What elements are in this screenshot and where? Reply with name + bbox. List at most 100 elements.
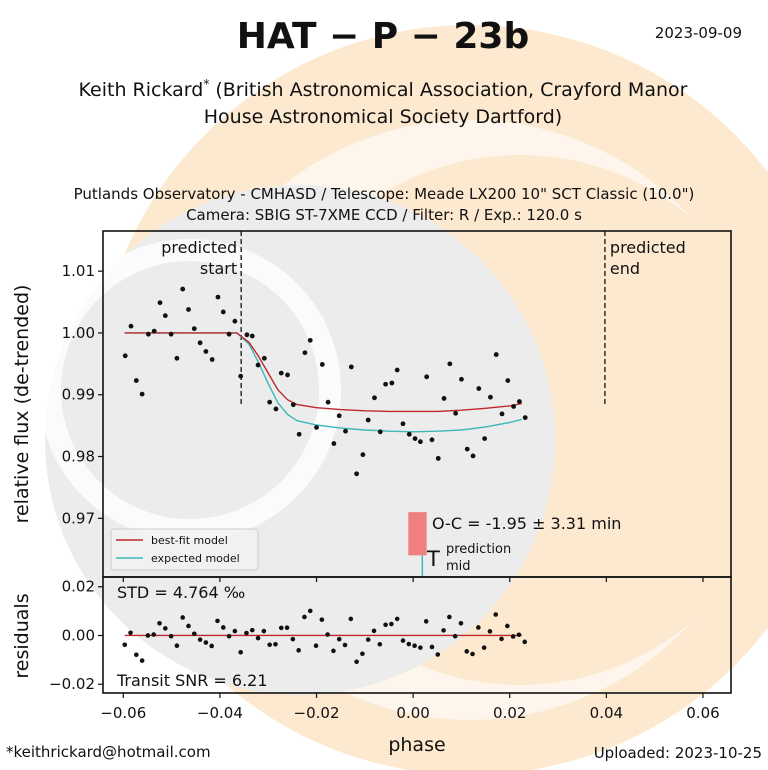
flux-data-point: [226, 331, 232, 337]
y-axis-label: relative flux (de-trended): [11, 285, 33, 524]
flux-data-point: [343, 428, 348, 434]
residual-data-point: [203, 640, 209, 645]
residual-data-point: [441, 628, 446, 633]
flux-data-point: [429, 437, 435, 443]
residual-data-point: [157, 621, 162, 626]
exoclock-watermark-logo: [39, 25, 768, 770]
residual-data-point: [412, 643, 417, 649]
flux-data-point: [122, 353, 128, 359]
flux-data-point: [133, 378, 139, 383]
residual-data-point: [447, 614, 452, 620]
flux-data-point: [394, 367, 400, 373]
residual-data-point: [481, 645, 487, 650]
tmid-label-t: T: [426, 547, 440, 571]
flux-data-point: [209, 357, 215, 362]
residual-data-point: [423, 619, 429, 624]
flux-data-point: [244, 332, 250, 338]
residual-data-point: [400, 638, 406, 643]
residual-data-point: [174, 643, 180, 649]
residual-data-point: [452, 633, 458, 639]
residual-data-point: [487, 629, 493, 634]
residual-data-point: [464, 649, 470, 654]
residual-data-point: [336, 636, 342, 642]
residual-data-point: [267, 642, 272, 648]
residual-data-point: [435, 652, 441, 657]
residual-data-point: [134, 652, 139, 658]
residual-data-point: [342, 642, 348, 648]
flux-data-point: [232, 318, 238, 324]
residual-data-point: [273, 641, 278, 647]
footer-uploaded: Uploaded: 2023-10-25: [594, 744, 762, 762]
x-tick-label: −0.04: [197, 704, 243, 722]
residual-data-point: [371, 628, 377, 634]
residual-data-point: [319, 617, 325, 622]
flux-data-point: [285, 372, 290, 378]
residual-data-point: [325, 632, 330, 637]
flux-data-point: [482, 436, 488, 441]
residual-data-point: [186, 623, 191, 629]
residual-data-point: [220, 625, 226, 630]
residual-data-point: [284, 625, 290, 630]
flux-data-point: [220, 309, 226, 315]
flux-data-point: [336, 413, 342, 419]
residual-data-point: [151, 632, 157, 637]
author-affiliation: (British Astronomical Association, Crayf…: [215, 79, 687, 101]
x-tick-label: −0.06: [100, 704, 146, 722]
residual-data-point: [510, 634, 516, 639]
residual-data-point: [128, 630, 133, 636]
residual-data-point: [139, 658, 145, 663]
y-tick-label: 0.97: [62, 509, 95, 527]
residual-y-axis-label: residuals: [11, 593, 33, 678]
flux-data-point: [267, 399, 273, 405]
predicted-start-label-1: predicted: [161, 238, 237, 257]
residual-data-point: [377, 641, 383, 647]
flux-data-point: [511, 404, 517, 409]
flux-data-point: [505, 378, 511, 383]
residual-data-point: [226, 633, 232, 639]
residual-data-point: [348, 616, 354, 622]
flux-data-point: [197, 340, 203, 346]
residual-data-point: [418, 645, 423, 650]
oc-uncertainty-box: [408, 512, 427, 556]
residual-data-point: [429, 644, 435, 650]
x-tick-label: 0.02: [493, 704, 526, 722]
flux-data-point: [365, 417, 371, 423]
residual-data-point: [122, 642, 128, 648]
flux-data-point: [162, 313, 168, 319]
residual-data-point: [238, 650, 243, 655]
flux-data-point: [372, 395, 377, 401]
flux-data-point: [441, 396, 447, 401]
residual-data-point: [163, 626, 168, 631]
flux-data-point: [191, 326, 197, 332]
flux-data-point: [331, 441, 337, 446]
flux-data-point: [354, 471, 360, 477]
snr-label: Transit SNR = 6.21: [116, 671, 268, 690]
flux-data-point: [424, 374, 430, 380]
residual-data-point: [394, 616, 400, 622]
flux-data-point: [290, 402, 296, 408]
residual-data-point: [406, 641, 412, 647]
flux-data-point: [517, 399, 522, 404]
residual-data-point: [180, 615, 186, 620]
flux-data-point: [325, 399, 331, 405]
residual-data-point: [244, 630, 249, 636]
y-tick-label: 0.99: [62, 386, 95, 404]
residual-data-point: [209, 643, 214, 649]
flux-data-point: [493, 352, 499, 357]
flux-data-point: [151, 328, 157, 334]
flux-data-point: [249, 333, 255, 339]
flux-data-point: [488, 394, 493, 400]
residual-data-point: [505, 623, 510, 629]
residual-data-point: [313, 643, 319, 649]
residual-data-point: [470, 651, 475, 657]
residual-data-point: [278, 625, 284, 631]
predicted-end-label-1: predicted: [610, 238, 686, 257]
flux-data-point: [389, 380, 395, 386]
residual-data-point: [261, 628, 267, 634]
tmid-label-sup: prediction: [446, 542, 511, 557]
residual-data-point: [307, 608, 313, 614]
residual-y-tick-label: 0.00: [62, 626, 95, 644]
residual-data-point: [197, 637, 203, 642]
best-fit-model-curve: [124, 332, 522, 413]
residual-data-point: [354, 659, 359, 665]
